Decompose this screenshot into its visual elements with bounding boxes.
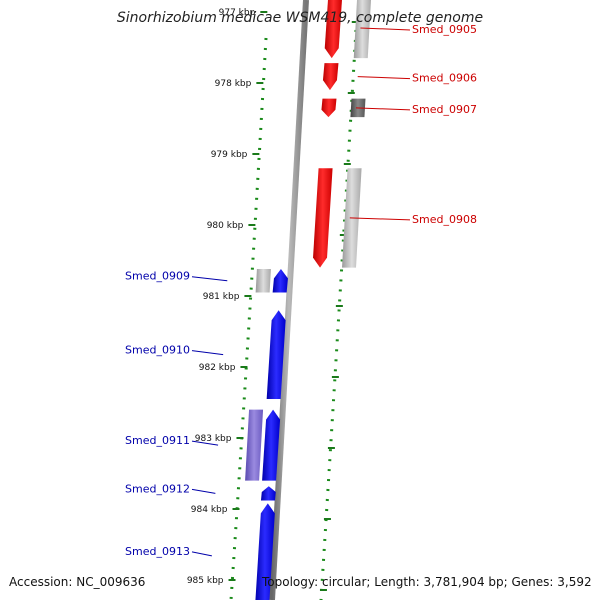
gene-label-leader bbox=[360, 27, 411, 31]
forward-gene-arrow bbox=[255, 503, 275, 600]
gene-shading-block bbox=[245, 409, 264, 481]
gene-label: Smed_0912 bbox=[125, 482, 190, 495]
gene-label: Smed_0907 bbox=[412, 103, 477, 116]
scale-tick-label: 982 kbp bbox=[199, 363, 236, 373]
scale-tick-label: 977 kbp bbox=[219, 8, 256, 18]
gene-label: Smed_0906 bbox=[412, 72, 477, 85]
gene-shading-block bbox=[255, 269, 271, 293]
reverse-gene-arrow bbox=[322, 63, 339, 91]
gene-label-leader bbox=[191, 276, 228, 282]
gene-label: Smed_0905 bbox=[412, 23, 477, 36]
gene-label: Smed_0909 bbox=[125, 270, 190, 283]
gene-labels: Smed_0905 Smed_0906 Smed_0907 Smed_0908 Smed… bbox=[125, 23, 477, 558]
scale-tick-label: 981 kbp bbox=[203, 292, 240, 302]
map-title: Sinorhizobium medicae WSM419, complete g… bbox=[116, 10, 484, 26]
scale-tick-label: 985 kbp bbox=[187, 576, 224, 586]
gene-label-leader bbox=[191, 440, 219, 446]
gene-shading-block bbox=[353, 0, 371, 59]
reverse-gene-arrow bbox=[321, 98, 337, 118]
gene-features bbox=[245, 0, 371, 600]
reverse-gene-arrow bbox=[324, 0, 342, 59]
reverse-gene-arrow bbox=[313, 168, 333, 268]
forward-gene-arrow bbox=[272, 269, 288, 293]
gene-label: Smed_0913 bbox=[125, 545, 190, 558]
gene-label-leader bbox=[191, 488, 216, 494]
gene-label: Smed_0910 bbox=[125, 344, 190, 357]
gene-label-leader bbox=[349, 217, 411, 221]
gene-label-leader bbox=[357, 76, 411, 80]
gene-label: Smed_0908 bbox=[412, 213, 477, 226]
scale-ticks: 977 kbp 978 kbp 979 kbp 980 kbp 981 kbp 982 k… bbox=[187, 8, 359, 591]
scale-tick-label: 978 kbp bbox=[215, 79, 252, 89]
forward-gene-arrow bbox=[266, 310, 286, 399]
forward-gene-arrow bbox=[262, 409, 281, 481]
accession-text: Accession: NC_009636 bbox=[9, 575, 146, 589]
gene-label-leader bbox=[191, 551, 212, 557]
gene-label-leader bbox=[355, 107, 411, 111]
forward-gene-arrow bbox=[260, 486, 276, 501]
genome-summary-text: Topology: circular; Length: 3,781,904 bp… bbox=[262, 575, 592, 589]
scale-tick-label: 983 kbp bbox=[195, 434, 232, 444]
gene-label: Smed_0911 bbox=[125, 434, 190, 447]
scale-tick-label: 980 kbp bbox=[207, 221, 244, 231]
scale-tick-label: 979 kbp bbox=[211, 150, 248, 160]
genome-backbone bbox=[269, 0, 309, 600]
scale-tick-label: 984 kbp bbox=[191, 505, 228, 515]
inner-scale-ring bbox=[229, 37, 268, 600]
gene-label-leader bbox=[191, 350, 224, 356]
